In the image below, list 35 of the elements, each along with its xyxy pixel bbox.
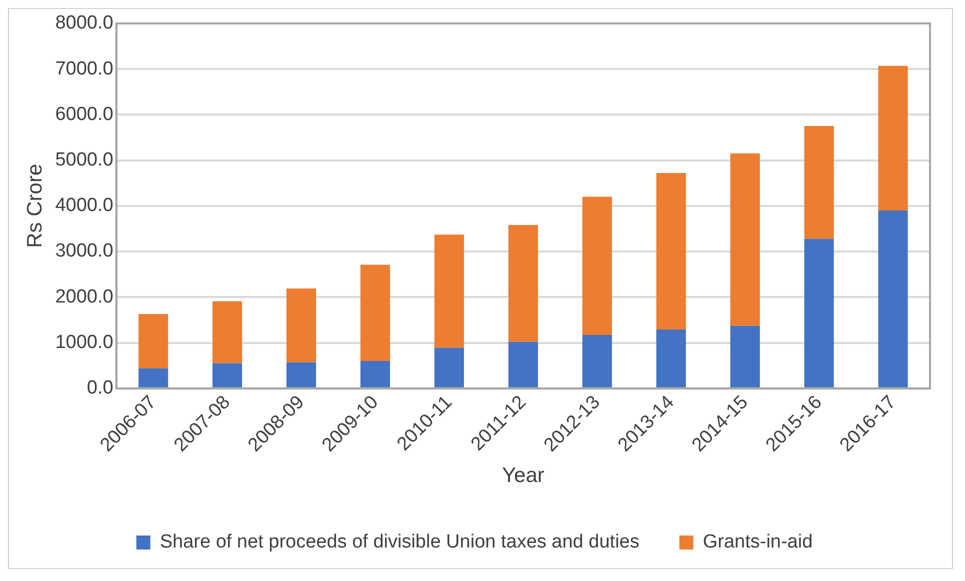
bar xyxy=(360,361,390,388)
bar xyxy=(582,196,612,335)
bar xyxy=(360,264,390,361)
bar xyxy=(730,326,760,388)
bar xyxy=(286,362,316,388)
legend-label: Share of net proceeds of divisible Union taxes and duties xyxy=(160,532,640,553)
bar xyxy=(508,342,538,388)
y-tick-label: 1000.0 xyxy=(55,332,114,353)
bar xyxy=(508,225,538,342)
bar xyxy=(804,238,834,388)
bar xyxy=(878,66,908,210)
bar xyxy=(656,330,686,388)
y-tick-label: 3000.0 xyxy=(55,240,114,262)
y-axis-title: Rs Crore xyxy=(23,164,46,248)
y-tick-label: 7000.0 xyxy=(55,58,114,80)
bar xyxy=(138,314,168,368)
y-tick-label: 4000.0 xyxy=(55,195,114,216)
y-tick-label: 8000.0 xyxy=(55,12,114,34)
bar xyxy=(434,234,464,348)
bar xyxy=(730,153,760,326)
bar xyxy=(656,173,686,330)
bar xyxy=(212,363,242,388)
bar xyxy=(212,301,242,364)
legend-label: Grants-in-aid xyxy=(702,532,813,553)
bar xyxy=(804,126,834,239)
bar xyxy=(138,368,168,388)
bar xyxy=(286,288,316,362)
y-tick-label: 6000.0 xyxy=(55,104,114,125)
bar xyxy=(878,210,908,388)
bar xyxy=(434,348,464,388)
bar xyxy=(582,334,612,388)
y-tick-label: 2000.0 xyxy=(55,286,114,308)
y-tick-label: 5000.0 xyxy=(55,150,114,170)
x-axis-title: Year xyxy=(502,464,544,488)
y-tick-label: 0.0 xyxy=(86,378,114,399)
